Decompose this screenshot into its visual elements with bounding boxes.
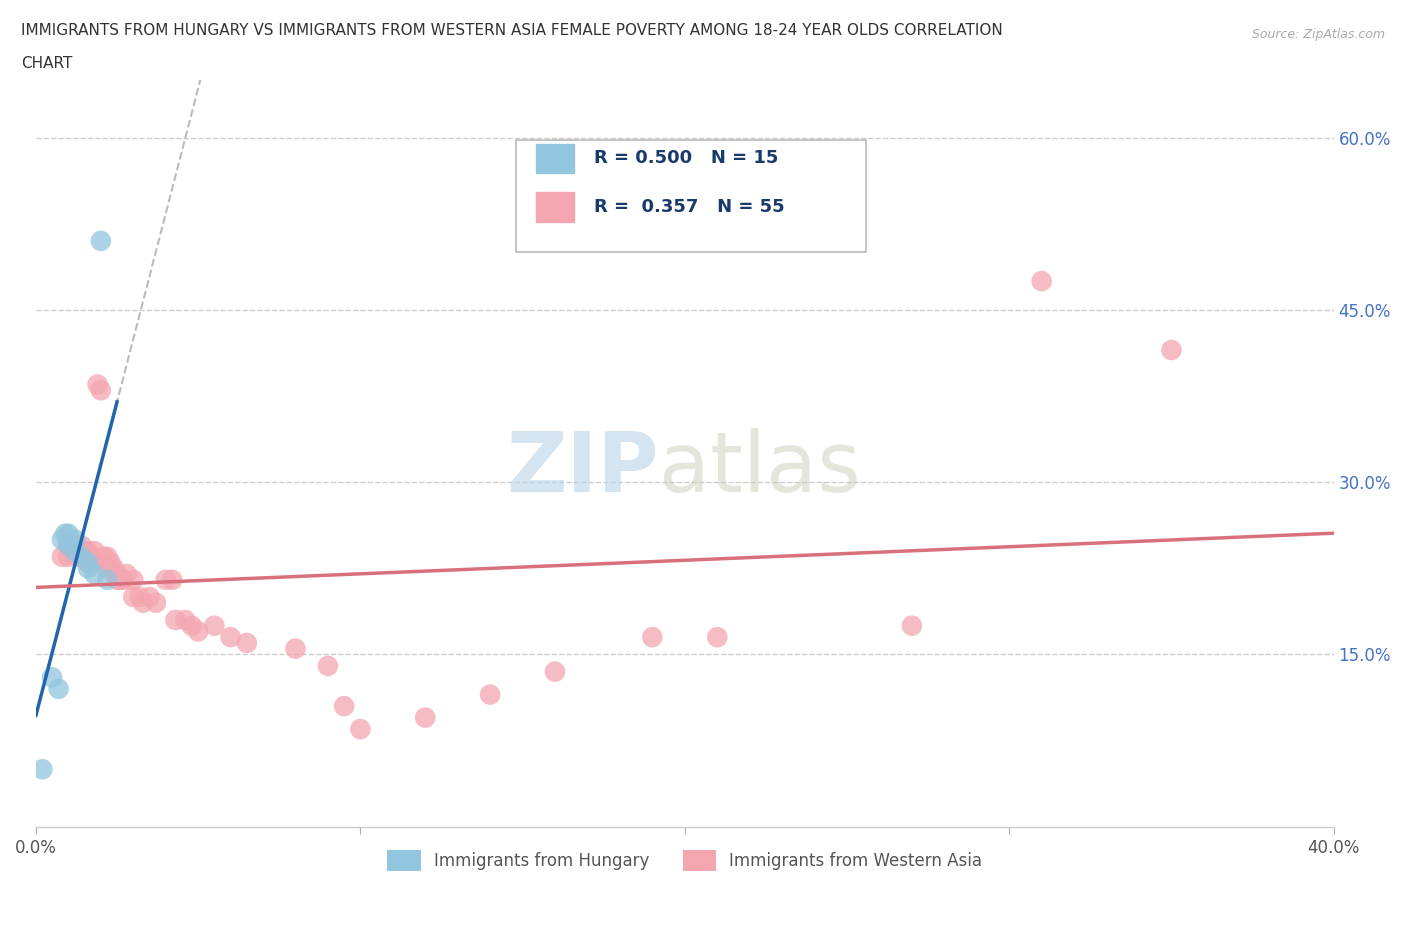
Point [132, 595, 155, 610]
Point [90, 233, 112, 248]
Point [160, 572, 183, 587]
Point [103, 561, 125, 576]
Point [180, 618, 202, 633]
Text: atlas: atlas [659, 428, 860, 509]
Point [83, 544, 105, 559]
Point [67, 550, 90, 565]
Legend: Immigrants from Hungary, Immigrants from Western Asia: Immigrants from Hungary, Immigrants from… [387, 850, 983, 870]
Point [202, 618, 225, 633]
Point [284, 641, 307, 656]
Point [70, 544, 93, 559]
Point [641, 630, 664, 644]
Point [76, 555, 98, 570]
Point [73, 544, 96, 559]
Point [706, 630, 728, 644]
Point [86, 377, 108, 392]
Point [73, 550, 96, 565]
Point [165, 613, 187, 628]
Point [51, 532, 73, 547]
Text: CHART: CHART [21, 56, 73, 71]
Point [479, 687, 502, 702]
Point [63, 544, 86, 559]
Point [76, 561, 98, 576]
Point [112, 572, 135, 587]
Point [83, 555, 105, 570]
Point [58, 538, 80, 552]
Point [100, 555, 122, 570]
Point [48, 682, 70, 697]
Point [93, 550, 115, 565]
Point [1031, 273, 1053, 288]
Point [145, 595, 167, 610]
Point [105, 566, 128, 581]
Point [53, 526, 76, 541]
Point [901, 618, 924, 633]
Point [122, 590, 145, 604]
Point [110, 572, 132, 587]
Point [128, 590, 150, 604]
Point [105, 572, 128, 587]
Point [76, 544, 98, 559]
Point [58, 526, 80, 541]
Point [31, 762, 53, 777]
FancyBboxPatch shape [516, 140, 866, 252]
Bar [536, 143, 575, 173]
Point [349, 722, 371, 737]
Point [219, 630, 242, 644]
Text: IMMIGRANTS FROM HUNGARY VS IMMIGRANTS FROM WESTERN ASIA FEMALE POVERTY AMONG 18-: IMMIGRANTS FROM HUNGARY VS IMMIGRANTS FR… [21, 23, 1002, 38]
Point [122, 572, 145, 587]
Point [63, 538, 86, 552]
Text: Source: ZipAtlas.com: Source: ZipAtlas.com [1251, 28, 1385, 41]
Point [236, 635, 259, 650]
Point [187, 624, 209, 639]
Point [76, 555, 98, 570]
Point [80, 550, 103, 565]
Point [90, 383, 112, 398]
Point [174, 613, 197, 628]
Bar [536, 193, 575, 222]
Point [316, 658, 339, 673]
Point [83, 566, 105, 581]
Point [51, 550, 73, 565]
Point [63, 532, 86, 547]
Point [413, 711, 436, 725]
Point [544, 664, 567, 679]
Point [1160, 342, 1182, 357]
Point [41, 670, 63, 684]
Point [70, 550, 93, 565]
Text: R =  0.357   N = 55: R = 0.357 N = 55 [593, 198, 785, 216]
Point [96, 550, 118, 565]
Point [96, 561, 118, 576]
Point [58, 550, 80, 565]
Point [138, 590, 160, 604]
Text: ZIP: ZIP [506, 428, 659, 509]
Point [70, 538, 93, 552]
Point [63, 544, 86, 559]
Point [58, 538, 80, 552]
Text: R = 0.500   N = 15: R = 0.500 N = 15 [593, 150, 779, 167]
Point [115, 566, 138, 581]
Point [333, 698, 356, 713]
Point [155, 572, 177, 587]
Point [96, 572, 118, 587]
